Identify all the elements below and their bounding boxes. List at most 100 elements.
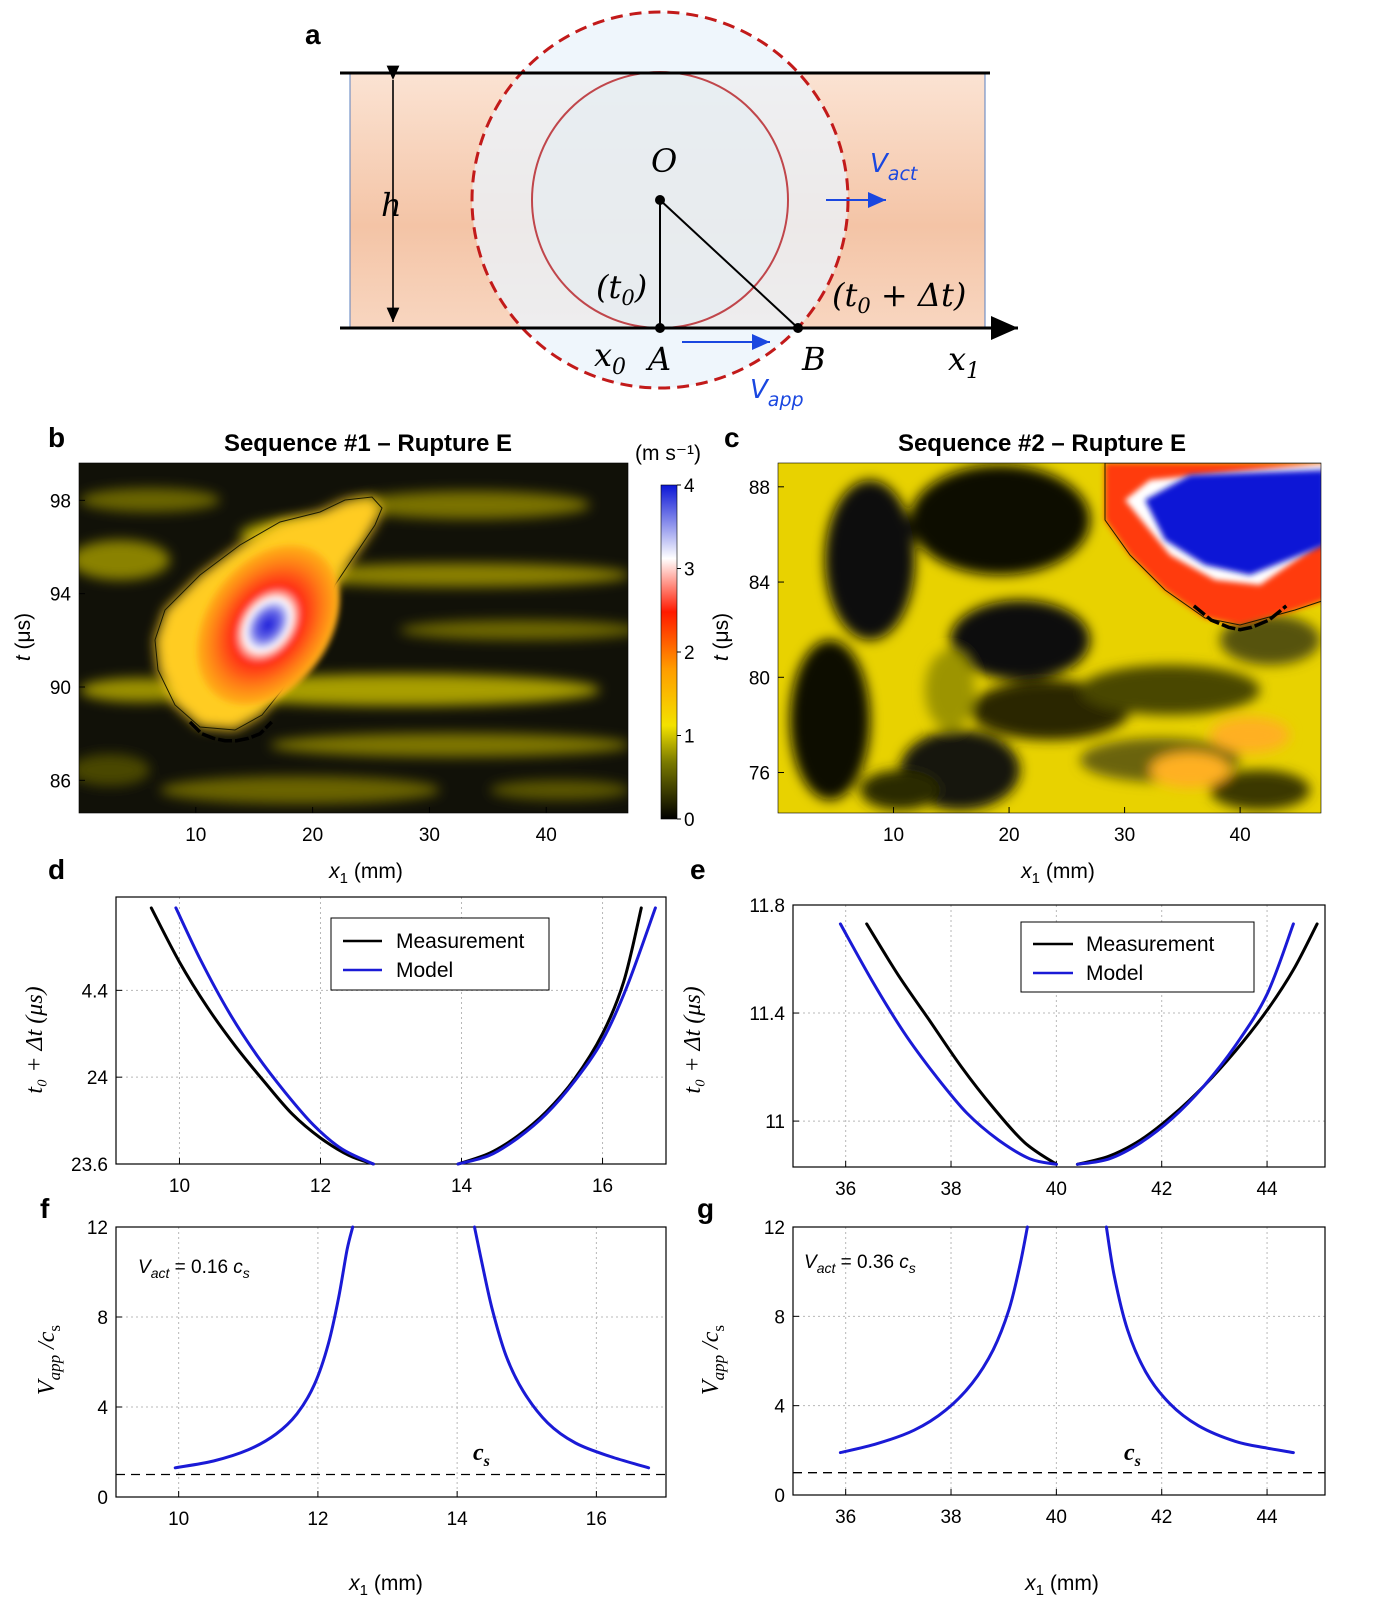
y-tick-label: 80 xyxy=(749,668,770,689)
colorbar-tick-label: 0 xyxy=(684,810,695,831)
panel-label-a: a xyxy=(305,19,321,50)
x-tick-label: 38 xyxy=(940,1507,961,1528)
chart-g-ylabel: Vapp /cs xyxy=(698,1325,728,1395)
panel-label-f: f xyxy=(40,1193,50,1224)
panel-a-diagram: a h O A B x0 x1 (t0) (t0 + Δt) Vact Vapp xyxy=(305,10,1018,411)
y-tick-label: 4 xyxy=(774,1397,785,1418)
chart-b-ylabel: t (μs) xyxy=(12,613,35,661)
chart-e-legend: Measurement Model xyxy=(1020,921,1255,993)
legend-e-model: Model xyxy=(1086,962,1143,985)
point-A xyxy=(655,323,665,333)
y-tick-label: 8 xyxy=(774,1307,785,1328)
chart-b-xlabel: x1 (mm) xyxy=(328,860,403,887)
chart-d-ylabel: t₀ + Δt (μs) xyxy=(22,986,48,1093)
x-tick-label: 40 xyxy=(1046,1179,1067,1200)
y-tick-label: 88 xyxy=(749,478,770,499)
y-tick-label: 4.4 xyxy=(82,981,109,1002)
y-tick-label: 84 xyxy=(749,573,771,594)
chart-f: 10 12 14 16 0 4 8 12 xyxy=(87,1218,667,1530)
x-tick-label: 30 xyxy=(1114,825,1135,846)
y-tick-label: 0 xyxy=(97,1488,108,1509)
label-A: A xyxy=(645,340,671,378)
y-tick-label: 23.6 xyxy=(71,1155,108,1176)
x-tick-label: 20 xyxy=(998,825,1019,846)
y-tick-label: 90 xyxy=(50,678,71,699)
panel-b-heatmap: b Sequence #1 – Rupture E xyxy=(12,422,629,887)
x-tick-label: 42 xyxy=(1151,1507,1172,1528)
x-tick-label: 16 xyxy=(592,1176,613,1197)
chart-f-xlabel: x1 (mm) xyxy=(348,1572,423,1599)
y-tick-label: 11.8 xyxy=(749,896,785,917)
y-tick-label: 86 xyxy=(50,771,71,792)
x-tick-label: 44 xyxy=(1256,1507,1278,1528)
panel-c-heatmap: c Sequence #2 – Rupture E xyxy=(710,422,1322,887)
y-tick-label: 4 xyxy=(97,1398,108,1419)
chart-e-ylabel: t₀ + Δt (μs) xyxy=(680,986,706,1093)
model-curve xyxy=(174,906,375,1166)
x-tick-label: 10 xyxy=(169,1176,190,1197)
x-tick-label: 12 xyxy=(310,1176,331,1197)
label-t0-dt: (t0 + Δt) xyxy=(832,276,966,318)
chart-f-annotation: Vact = 0.16 cs xyxy=(138,1257,250,1281)
panel-label-g: g xyxy=(697,1193,714,1224)
x-tick-label: 12 xyxy=(307,1509,328,1530)
chart-c-title: Sequence #2 – Rupture E xyxy=(898,430,1186,457)
chart-g-cs-label: cs xyxy=(1124,1440,1141,1470)
x-tick-label: 38 xyxy=(940,1179,961,1200)
label-vact: Vact xyxy=(870,149,919,185)
label-t0: (t0) xyxy=(596,268,647,310)
colorbar-ticks: 0 1 2 3 4 xyxy=(677,476,695,831)
y-tick-label: 0 xyxy=(774,1486,785,1507)
colorbar: (m s⁻¹) 0 1 2 3 4 xyxy=(635,442,701,831)
x-tick-label: 30 xyxy=(419,825,440,846)
chart-e: 36 38 40 42 44 11 11.4 11.8 xyxy=(749,896,1326,1200)
plot-frame xyxy=(115,896,667,1165)
x-tick-label: 44 xyxy=(1256,1179,1278,1200)
colorbar-tick-label: 2 xyxy=(684,643,695,664)
x-tick-label: 36 xyxy=(835,1179,856,1200)
label-O: O xyxy=(651,142,677,180)
point-B xyxy=(793,323,803,333)
chart-d: 10 12 14 16 23.6 24 4.4 xyxy=(71,896,667,1197)
chart-b-title: Sequence #1 – Rupture E xyxy=(224,430,512,457)
legend-d-model: Model xyxy=(396,959,453,982)
panel-label-c: c xyxy=(724,422,740,453)
chart-g-annotation: Vact = 0.36 cs xyxy=(804,1252,916,1276)
x-tick-label: 10 xyxy=(185,825,206,846)
y-tick-label: 12 xyxy=(764,1218,785,1239)
series-curve xyxy=(1104,1225,1295,1455)
x-tick-label: 40 xyxy=(536,825,557,846)
colorbar-tick-label: 1 xyxy=(684,727,695,748)
label-x1: x1 xyxy=(948,340,980,384)
series-curve xyxy=(473,1225,651,1470)
colorbar-tick-label: 4 xyxy=(684,476,695,497)
heatmap-b-field xyxy=(79,463,628,813)
y-tick-label: 24 xyxy=(87,1068,109,1089)
label-vapp: Vapp xyxy=(750,375,804,411)
legend-e-measurement: Measurement xyxy=(1086,933,1215,956)
chart-d-legend: Measurement Model xyxy=(330,917,550,991)
radius-OB xyxy=(659,199,799,329)
colorbar-unit: (m s⁻¹) xyxy=(635,442,701,465)
panel-e-plot: e 36 38 40 42 44 11 11.4 11.8 t₀ + Δt (μs) Meas… xyxy=(680,854,1326,1200)
plot-frame xyxy=(792,904,1326,1168)
heatmap-c-field xyxy=(778,463,1321,813)
measurement-curve xyxy=(865,922,1058,1166)
legend-d-measurement: Measurement xyxy=(396,930,525,953)
panel-label-e: e xyxy=(690,854,706,885)
x-tick-label: 40 xyxy=(1046,1507,1067,1528)
label-h: h xyxy=(381,186,402,224)
series-curve xyxy=(838,1225,1029,1455)
chart-f-cs-label: cs xyxy=(473,1440,490,1470)
y-tick-label: 11.4 xyxy=(749,1004,785,1025)
panel-label-b: b xyxy=(48,422,65,453)
y-tick-label: 11 xyxy=(765,1112,785,1133)
chart-g-xlabel: x1 (mm) xyxy=(1024,1572,1099,1599)
y-tick-label: 12 xyxy=(87,1218,108,1239)
x-tick-label: 40 xyxy=(1230,825,1251,846)
panel-d-plot: d 10 12 14 16 23.6 24 4.4 t₀ + Δt (μs) Measure… xyxy=(22,854,667,1197)
panel-label-d: d xyxy=(48,854,65,885)
panel-g-plot: g 36 38 40 42 44 0 4 8 12 Vapp /cs Vact = 0.36 c… xyxy=(697,1193,1326,1599)
